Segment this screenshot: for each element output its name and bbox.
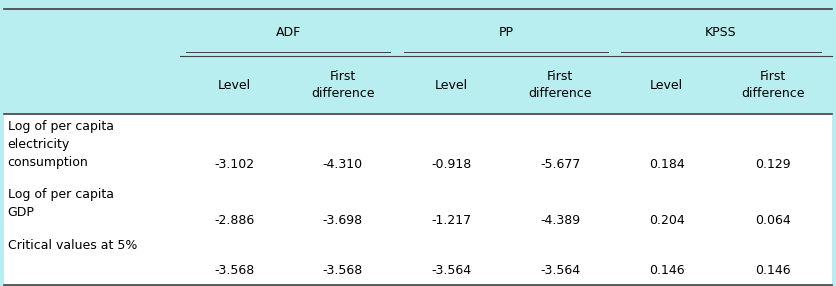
Text: 0.129: 0.129 [756,158,791,171]
Text: -3.564: -3.564 [431,264,472,277]
Bar [4,9,832,114]
Text: 0.146: 0.146 [756,264,791,277]
Text: 0.146: 0.146 [649,264,685,277]
Text: Level: Level [217,79,251,92]
Text: -4.389: -4.389 [540,214,580,227]
Text: Log of per capita
GDP: Log of per capita GDP [8,188,114,219]
Text: -0.918: -0.918 [431,158,472,171]
Text: -2.886: -2.886 [214,214,254,227]
Bar [4,114,832,285]
Text: -3.698: -3.698 [323,214,363,227]
Text: -5.677: -5.677 [540,158,580,171]
Text: Critical values at 5%: Critical values at 5% [8,239,137,251]
Text: -3.568: -3.568 [323,264,363,277]
Text: -3.102: -3.102 [214,158,254,171]
Text: 0.064: 0.064 [756,214,791,227]
Text: 0.184: 0.184 [649,158,685,171]
Text: -4.310: -4.310 [323,158,363,171]
Text: PP: PP [498,26,513,39]
Text: Log of per capita
electricity
consumption: Log of per capita electricity consumptio… [8,120,114,169]
Text: Level: Level [435,79,468,92]
Text: First
difference: First difference [528,70,592,100]
Text: -3.564: -3.564 [540,264,580,277]
Text: 0.204: 0.204 [649,214,685,227]
Text: -1.217: -1.217 [431,214,472,227]
Text: KPSS: KPSS [706,26,737,39]
Text: Level: Level [650,79,683,92]
Text: -3.568: -3.568 [214,264,254,277]
Text: ADF: ADF [276,26,301,39]
Text: First
difference: First difference [742,70,805,100]
Text: First
difference: First difference [311,70,375,100]
